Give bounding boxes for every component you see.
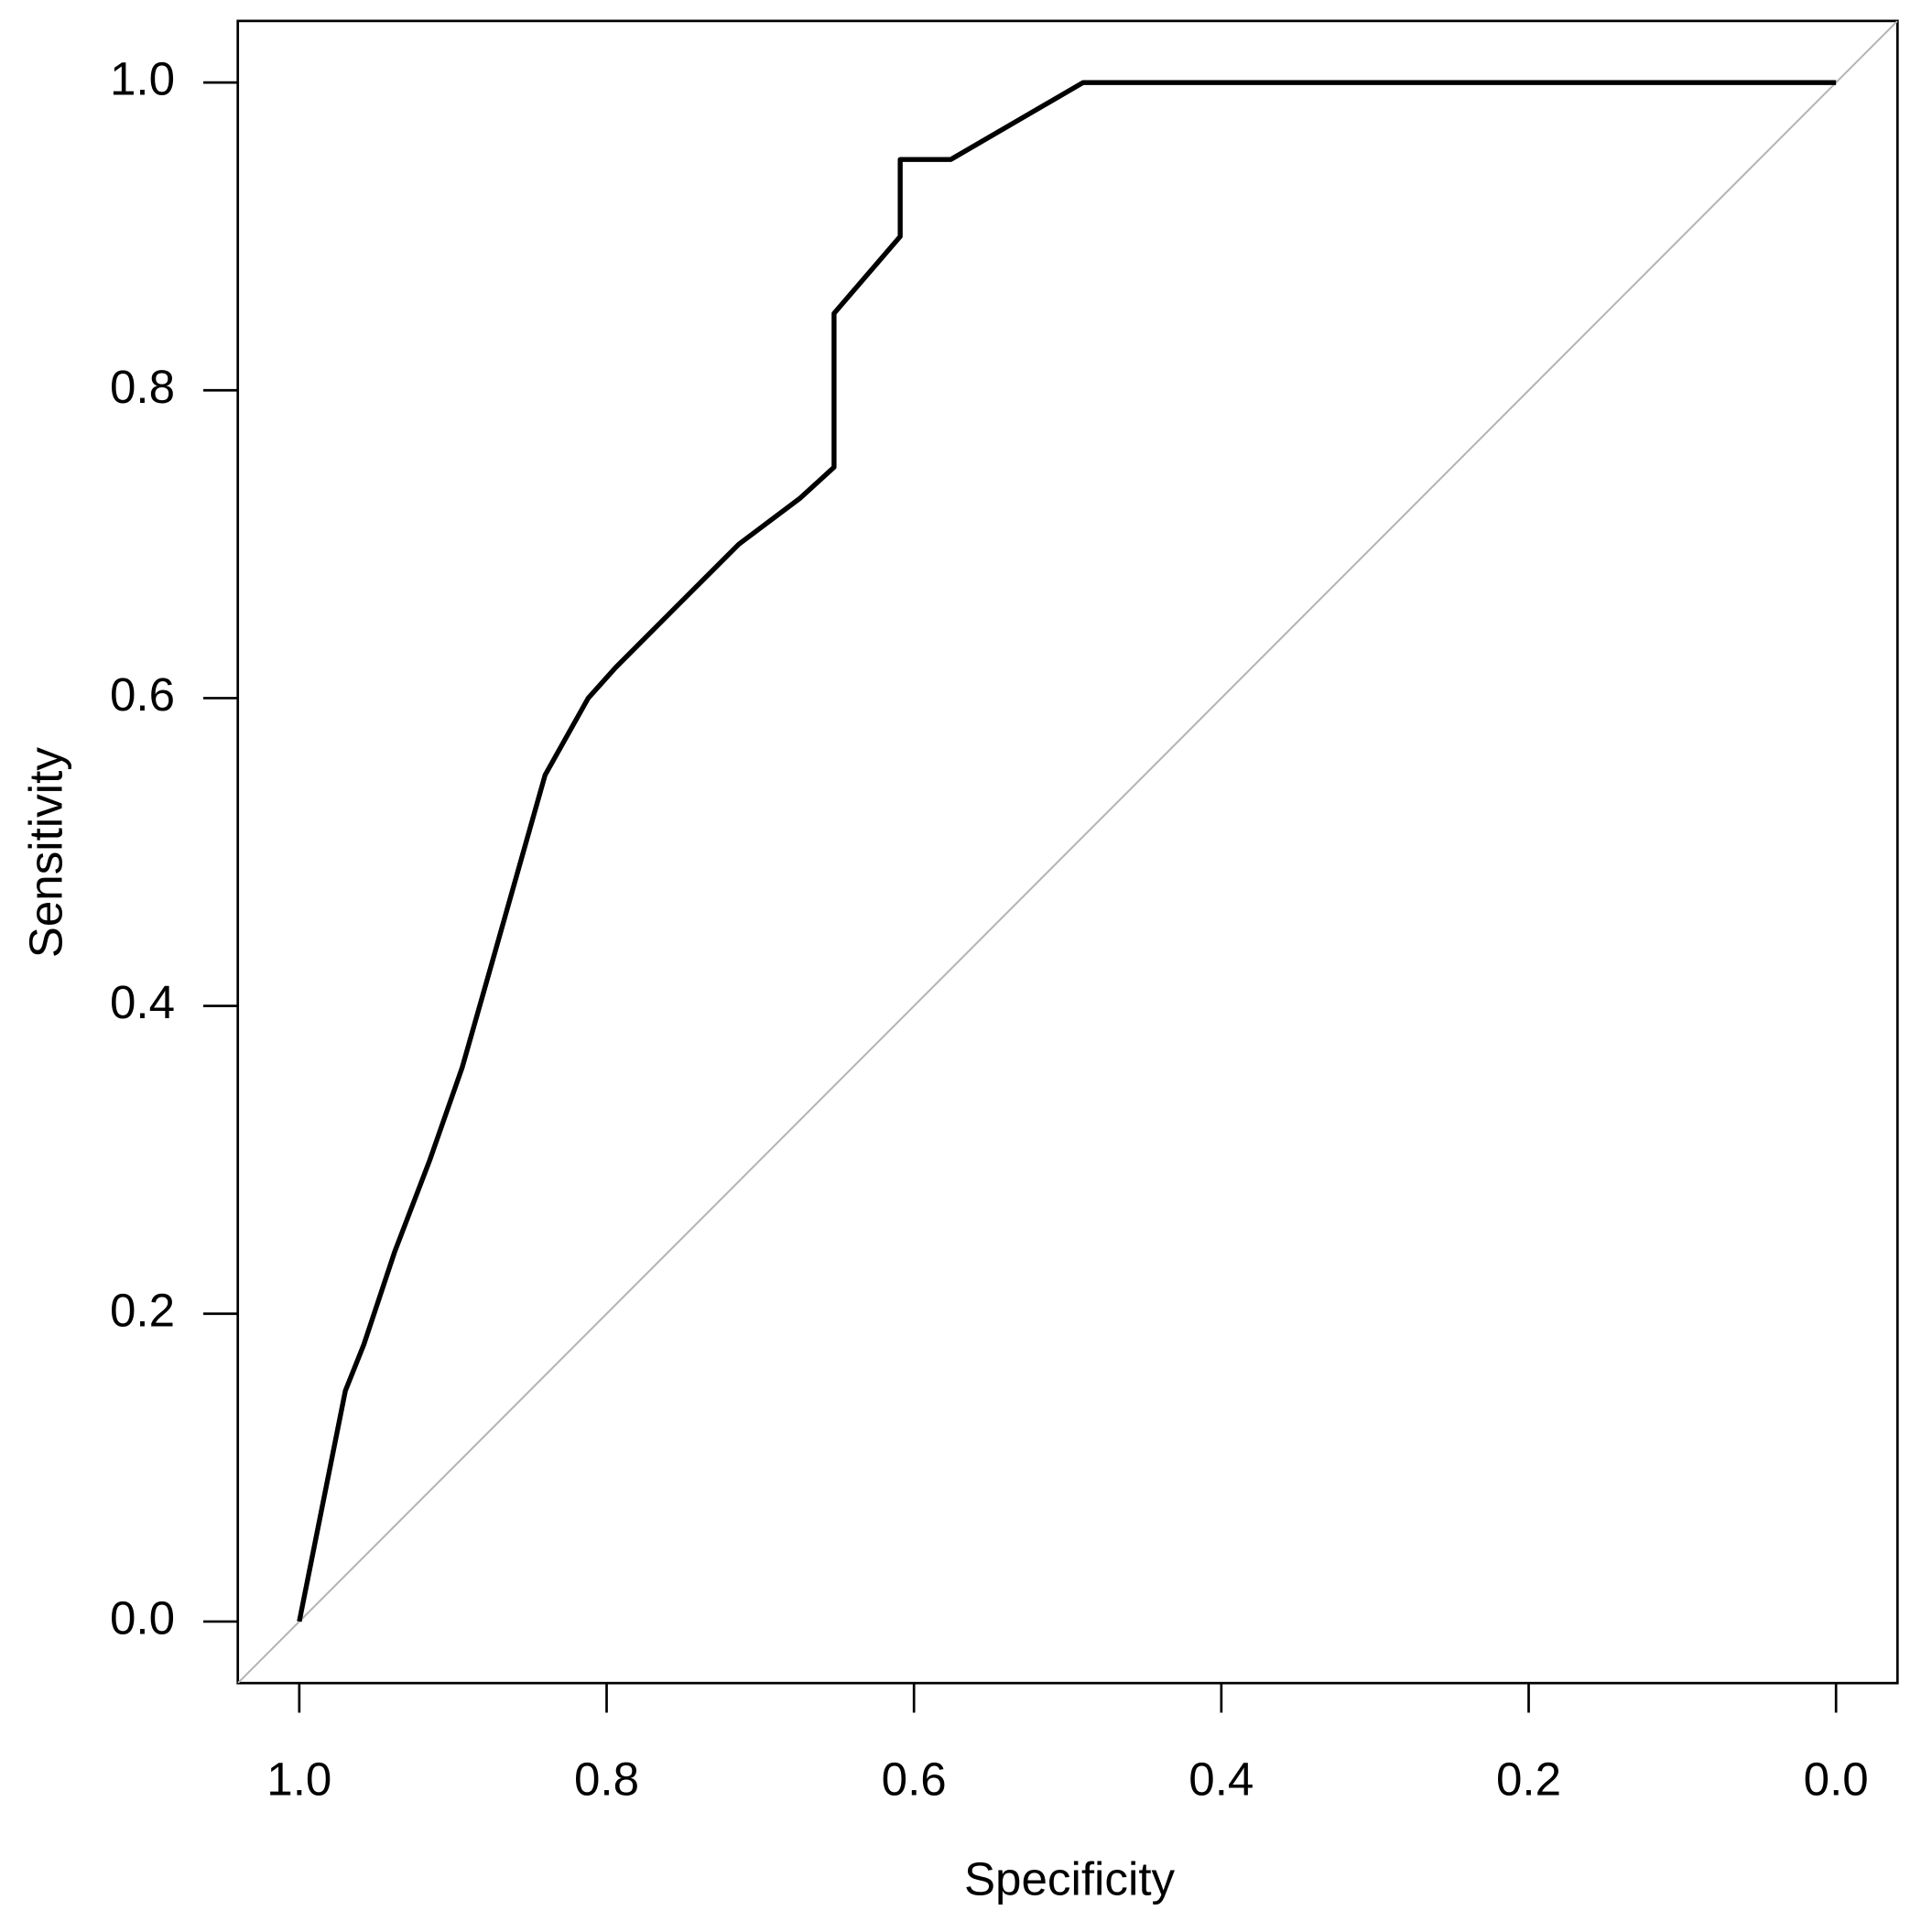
x-tick-label: 0.0 xyxy=(1804,1753,1869,1806)
y-tick-label: 0.8 xyxy=(110,361,175,413)
reference-line xyxy=(237,20,1898,1684)
x-axis-title: Specificity xyxy=(964,1853,1176,1905)
x-tick-label: 0.4 xyxy=(1189,1753,1254,1806)
x-tick-label: 0.2 xyxy=(1496,1753,1561,1806)
y-tick-label: 1.0 xyxy=(110,53,175,105)
y-tick-label: 0.2 xyxy=(110,1284,175,1336)
x-tick-label: 0.6 xyxy=(882,1753,947,1806)
x-tick-label: 0.8 xyxy=(574,1753,639,1806)
y-axis-title: Sensitivity xyxy=(19,747,71,959)
y-tick-label: 0.6 xyxy=(110,668,175,721)
roc-curve xyxy=(297,80,1837,1623)
y-tick-label: 0.0 xyxy=(110,1591,175,1644)
x-tick-label: 1.0 xyxy=(266,1753,331,1806)
plot-box xyxy=(236,19,1899,1685)
y-tick-label: 0.4 xyxy=(110,976,175,1028)
